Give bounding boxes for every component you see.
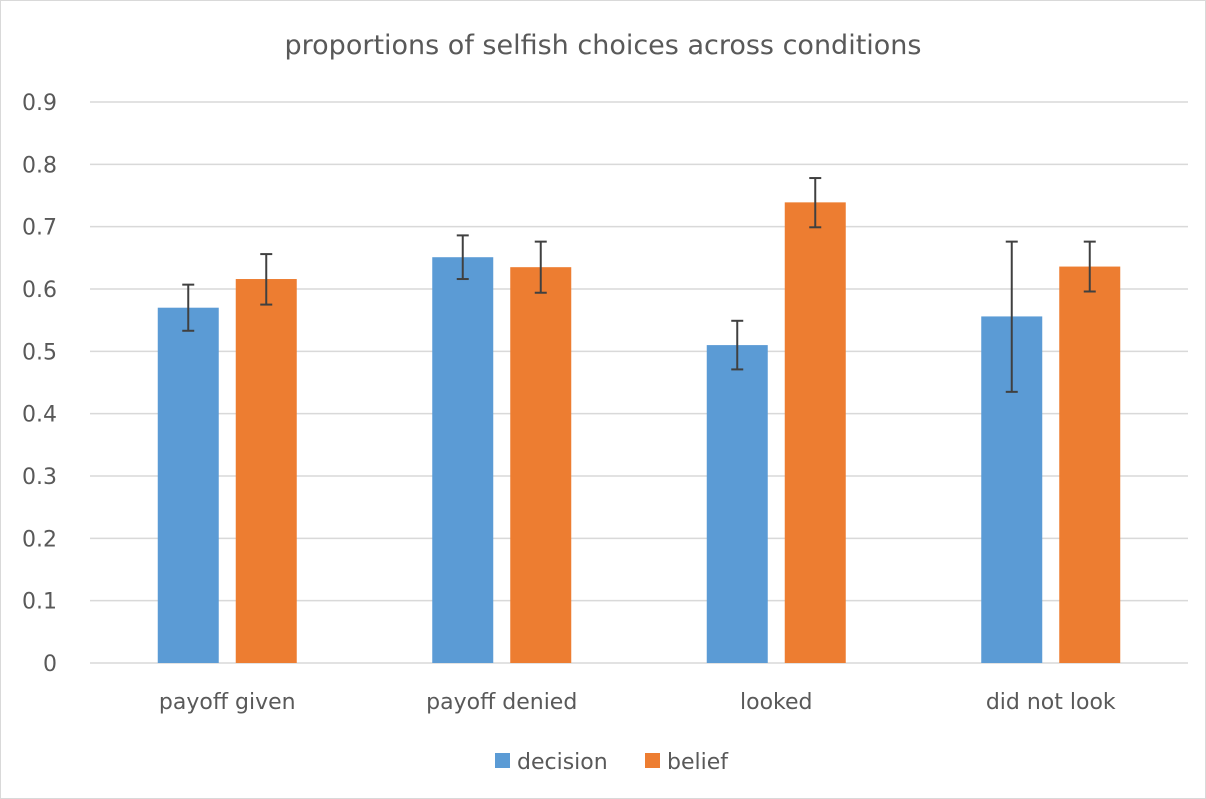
x-category-label: did not look [986, 690, 1116, 715]
x-category-label: looked [740, 690, 813, 715]
error-bars [182, 177, 1096, 393]
y-tick-label: 0.8 [22, 153, 57, 178]
y-tick-label: 0.2 [22, 527, 57, 552]
y-tick-label: 0.7 [22, 216, 57, 241]
y-tick-label: 0.3 [22, 465, 57, 490]
legend-swatch-decision [495, 753, 510, 768]
x-category-label: payoff given [159, 690, 296, 715]
y-tick-label: 0.9 [22, 91, 57, 116]
bars [157, 202, 1121, 663]
bar-decision [157, 307, 219, 663]
error-bar-decision [1005, 240, 1018, 393]
x-axis-categories: payoff given payoff denied looked did not l… [159, 690, 1116, 715]
error-bar-decision [456, 234, 469, 281]
chart-title: proportions of selfish choices across co… [284, 30, 922, 61]
y-axis-ticks: 0 0.1 0.2 0.3 0.4 0.5 0.6 0.7 0.8 0.9 [22, 91, 57, 677]
legend-label-decision: decision [517, 750, 608, 775]
bar-belief [235, 279, 297, 663]
y-tick-label: 0.5 [22, 340, 57, 365]
y-tick-label: 0.4 [22, 403, 57, 428]
error-bar-decision [182, 283, 195, 332]
x-category-label: payoff denied [426, 690, 577, 715]
error-bar-decision [731, 319, 744, 371]
error-bar-belief [534, 240, 547, 294]
bar-belief [510, 267, 572, 663]
error-bar-belief [260, 253, 273, 306]
legend-swatch-belief [645, 753, 660, 768]
bar-decision [706, 345, 768, 663]
bar-belief [784, 202, 846, 663]
error-bar-belief [809, 177, 822, 229]
y-tick-label: 0.1 [22, 590, 57, 615]
error-bar-belief [1083, 240, 1096, 293]
bar-decision [432, 257, 494, 663]
y-tick-label: 0.6 [22, 278, 57, 303]
bar-belief [1059, 266, 1121, 663]
legend-label-belief: belief [667, 750, 729, 775]
y-tick-label: 0 [43, 652, 57, 677]
legend: decision belief [495, 750, 729, 775]
